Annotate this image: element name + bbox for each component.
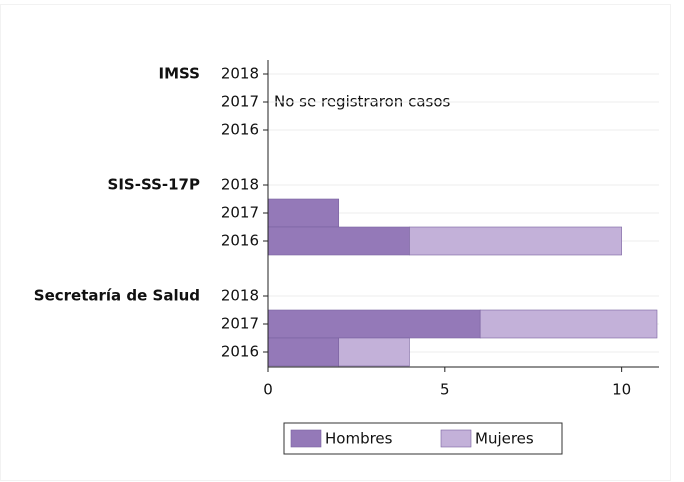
legend-label: Mujeres xyxy=(475,430,534,448)
y-tick-label: 2016 xyxy=(221,343,259,361)
legend-swatch xyxy=(290,429,322,448)
y-tick-label: 2016 xyxy=(221,121,259,139)
x-tick-label: 10 xyxy=(612,381,631,399)
bar xyxy=(338,337,410,367)
bar xyxy=(267,198,340,228)
bar xyxy=(267,226,410,256)
y-tick-label: 2017 xyxy=(221,93,259,111)
legend-swatch xyxy=(440,429,472,448)
group-label: IMSS xyxy=(159,65,200,83)
y-tick-label: 2018 xyxy=(221,176,259,194)
y-tick-label: 2016 xyxy=(221,232,259,250)
bar xyxy=(267,337,340,367)
legend-label: Hombres xyxy=(325,430,393,448)
bar xyxy=(409,226,622,256)
x-tick-label: 0 xyxy=(263,381,273,399)
y-tick-label: 2018 xyxy=(221,287,259,305)
y-tick-label: 2017 xyxy=(221,315,259,333)
group-label: SIS-SS-17P xyxy=(108,176,200,194)
y-tick-label: 2017 xyxy=(221,204,259,222)
bar xyxy=(479,309,658,339)
frame xyxy=(0,4,671,481)
group-label: Secretaría de Salud xyxy=(34,287,200,305)
y-tick-label: 2018 xyxy=(221,65,259,83)
x-tick-label: 5 xyxy=(440,381,450,399)
bar xyxy=(267,309,481,339)
legend-box xyxy=(283,422,563,455)
